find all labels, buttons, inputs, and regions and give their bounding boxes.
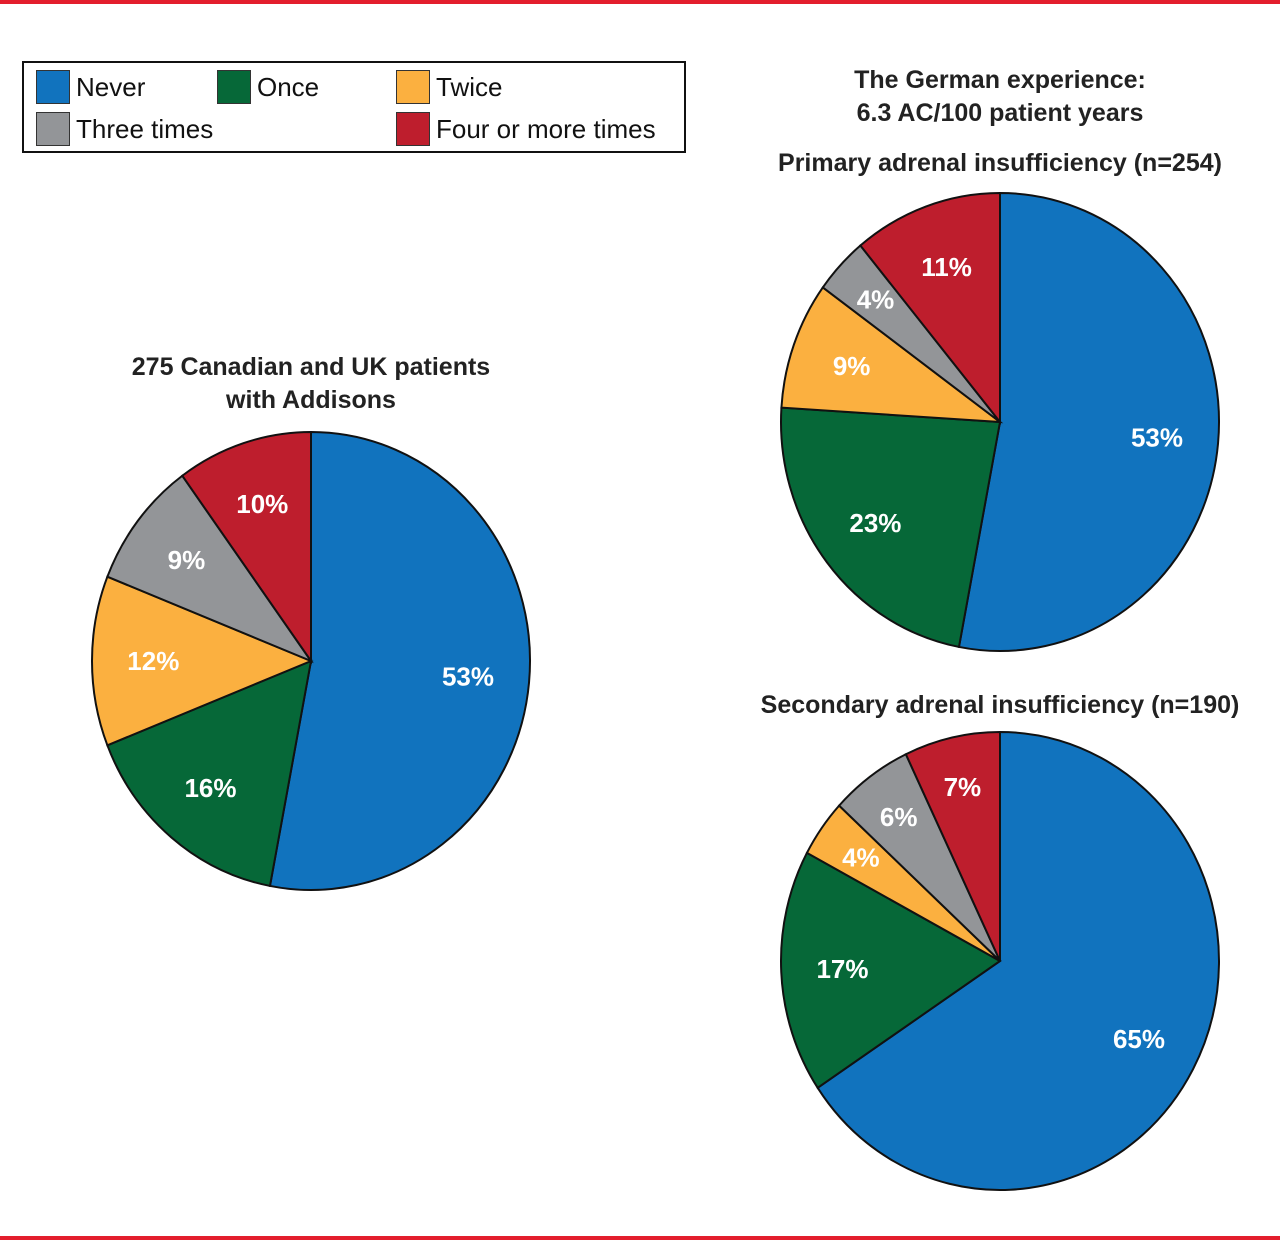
header-line2: 6.3 AC/100 patient years bbox=[856, 99, 1144, 127]
pie1-slice-three-times bbox=[106, 474, 314, 664]
legend: Never Once Twice Three times Four or mor… bbox=[22, 61, 686, 153]
pie1-slice-once bbox=[106, 659, 313, 888]
bottom-rule bbox=[0, 1236, 1280, 1240]
legend-swatch bbox=[217, 70, 251, 104]
pie3-slice-never bbox=[816, 730, 1220, 1191]
pie3-label-three-times: 6% bbox=[880, 802, 918, 832]
legend-label: Never bbox=[76, 71, 146, 102]
pie3-label-four-or-more-times: 7% bbox=[944, 772, 982, 802]
legend-item-three: Three times bbox=[36, 112, 213, 146]
legend-label: Once bbox=[257, 71, 320, 102]
pie2-slice-twice bbox=[780, 285, 1004, 424]
pie1-label-never: 53% bbox=[442, 662, 494, 692]
legend-item-never: Never bbox=[36, 70, 145, 104]
pie2-slice-never bbox=[957, 191, 1220, 652]
pie2-slice-once bbox=[780, 406, 1002, 649]
pie1-title-line1: 275 Canadian and UK patients bbox=[131, 353, 491, 381]
pie1-label-twice: 12% bbox=[127, 646, 179, 676]
pie3-slice-four-or-more-times bbox=[904, 730, 1001, 962]
pie3-label-twice: 4% bbox=[842, 842, 880, 872]
legend-swatch bbox=[36, 70, 70, 104]
pie2-label-four-or-more-times: 11% bbox=[921, 252, 972, 282]
pie1-label-once: 16% bbox=[184, 773, 236, 803]
pie3-label-once: 17% bbox=[816, 954, 868, 984]
legend-label: Twice bbox=[436, 71, 503, 102]
pie1-label-three-times: 9% bbox=[168, 545, 206, 575]
pie2-label-once: 23% bbox=[849, 508, 901, 538]
legend-item-four: Four or more times bbox=[396, 112, 656, 146]
pie3-label-never: 65% bbox=[1113, 1024, 1165, 1054]
pie2-label-twice: 9% bbox=[833, 351, 871, 381]
pie1-title-line2: with Addisons bbox=[226, 386, 396, 414]
german-header: The German experience: 6.3 AC/100 patien… bbox=[854, 64, 1146, 130]
pie1-slice-twice bbox=[91, 575, 314, 747]
legend-item-once: Once bbox=[217, 70, 319, 104]
legend-item-twice: Twice bbox=[396, 70, 502, 104]
header-line1: The German experience: bbox=[854, 66, 1146, 94]
pie2-title: Primary adrenal insufficiency (n=254) bbox=[778, 149, 1222, 177]
legend-label: Four or more times bbox=[436, 113, 656, 144]
pie3-title: Secondary adrenal insufficiency (n=190) bbox=[760, 691, 1240, 719]
legend-swatch bbox=[396, 70, 430, 104]
legend-swatch bbox=[396, 112, 430, 146]
legend-swatch bbox=[36, 112, 70, 146]
pie2-slice-four-or-more-times bbox=[859, 191, 1001, 425]
pie1-slice-four-or-more-times bbox=[180, 430, 312, 665]
top-rule bbox=[0, 0, 1280, 4]
legend-label: Three times bbox=[76, 113, 214, 144]
pie1-label-four-or-more-times: 10% bbox=[236, 489, 288, 519]
pie2-label-never: 53% bbox=[1131, 423, 1183, 453]
pie1-title: 275 Canadian and UK patients with Addiso… bbox=[132, 351, 490, 417]
pie3-slice-once bbox=[780, 851, 1002, 1090]
pie1-slice-never bbox=[268, 430, 531, 891]
pie2-label-three-times: 4% bbox=[857, 285, 895, 315]
